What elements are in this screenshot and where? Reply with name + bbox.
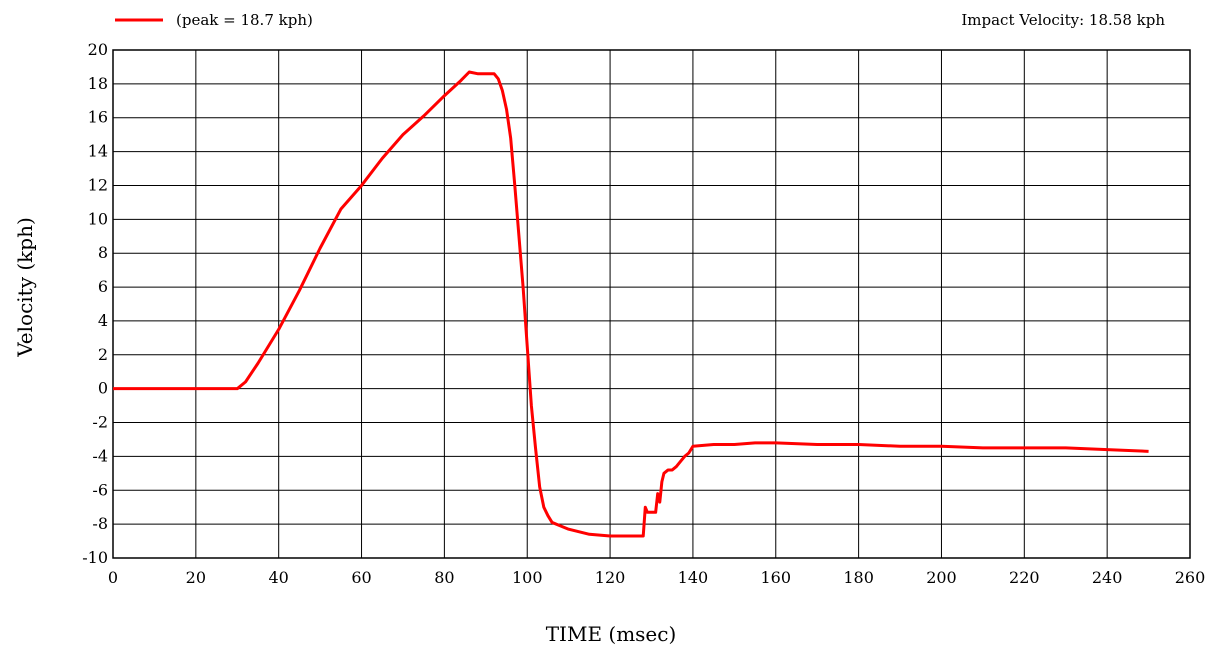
grid	[112, 49, 1191, 559]
x-tick-label: 60	[351, 568, 371, 587]
x-tick-label: 220	[1009, 568, 1040, 587]
x-tick-label: 180	[843, 568, 874, 587]
x-tick-label: 160	[760, 568, 791, 587]
y-tick-label: 16	[88, 108, 108, 127]
x-axis-title: TIME (msec)	[546, 622, 677, 646]
x-tick-label: 140	[678, 568, 709, 587]
x-tick-label: 20	[186, 568, 206, 587]
y-tick-label: 6	[98, 277, 108, 296]
x-tick-label: 260	[1175, 568, 1206, 587]
series-layer	[113, 70, 1149, 538]
y-tick-label: -10	[82, 548, 108, 567]
impact-velocity-annotation: Impact Velocity: 18.58 kph	[961, 11, 1165, 29]
y-tick-label: -4	[92, 446, 108, 465]
y-tick-label: 2	[98, 345, 108, 364]
y-tick-label: 20	[88, 40, 108, 59]
x-tick-label: 120	[595, 568, 626, 587]
x-tick-label: 40	[269, 568, 289, 587]
y-tick-label: -2	[92, 413, 108, 432]
x-tick-label: 240	[1092, 568, 1123, 587]
x-tick-labels: 0 20 40 60 80 100 120 140 160 180 200 220 240 260	[108, 568, 1205, 587]
x-tick-label: 0	[108, 568, 118, 587]
y-tick-labels: -10 -8 -6 -4 -2 0 2 4 6 8 10 12 14 16 18 20	[82, 40, 108, 567]
y-tick-label: 10	[88, 209, 108, 228]
y-tick-label: 12	[88, 175, 108, 194]
y-tick-label: 0	[98, 379, 108, 398]
y-tick-label: 14	[88, 142, 108, 161]
y-tick-label: -6	[92, 480, 108, 499]
y-tick-label: 18	[88, 74, 108, 93]
legend-label: (peak = 18.7 kph)	[176, 11, 313, 29]
y-axis-title: Velocity (kph)	[13, 217, 37, 358]
x-tick-label: 100	[512, 568, 543, 587]
y-tick-label: 4	[98, 311, 108, 330]
y-tick-label: -8	[92, 514, 108, 533]
x-tick-label: 80	[434, 568, 454, 587]
series-line	[113, 70, 1149, 538]
y-tick-label: 8	[98, 243, 108, 262]
plot-frame	[112, 49, 1191, 559]
x-tick-label: 200	[926, 568, 957, 587]
